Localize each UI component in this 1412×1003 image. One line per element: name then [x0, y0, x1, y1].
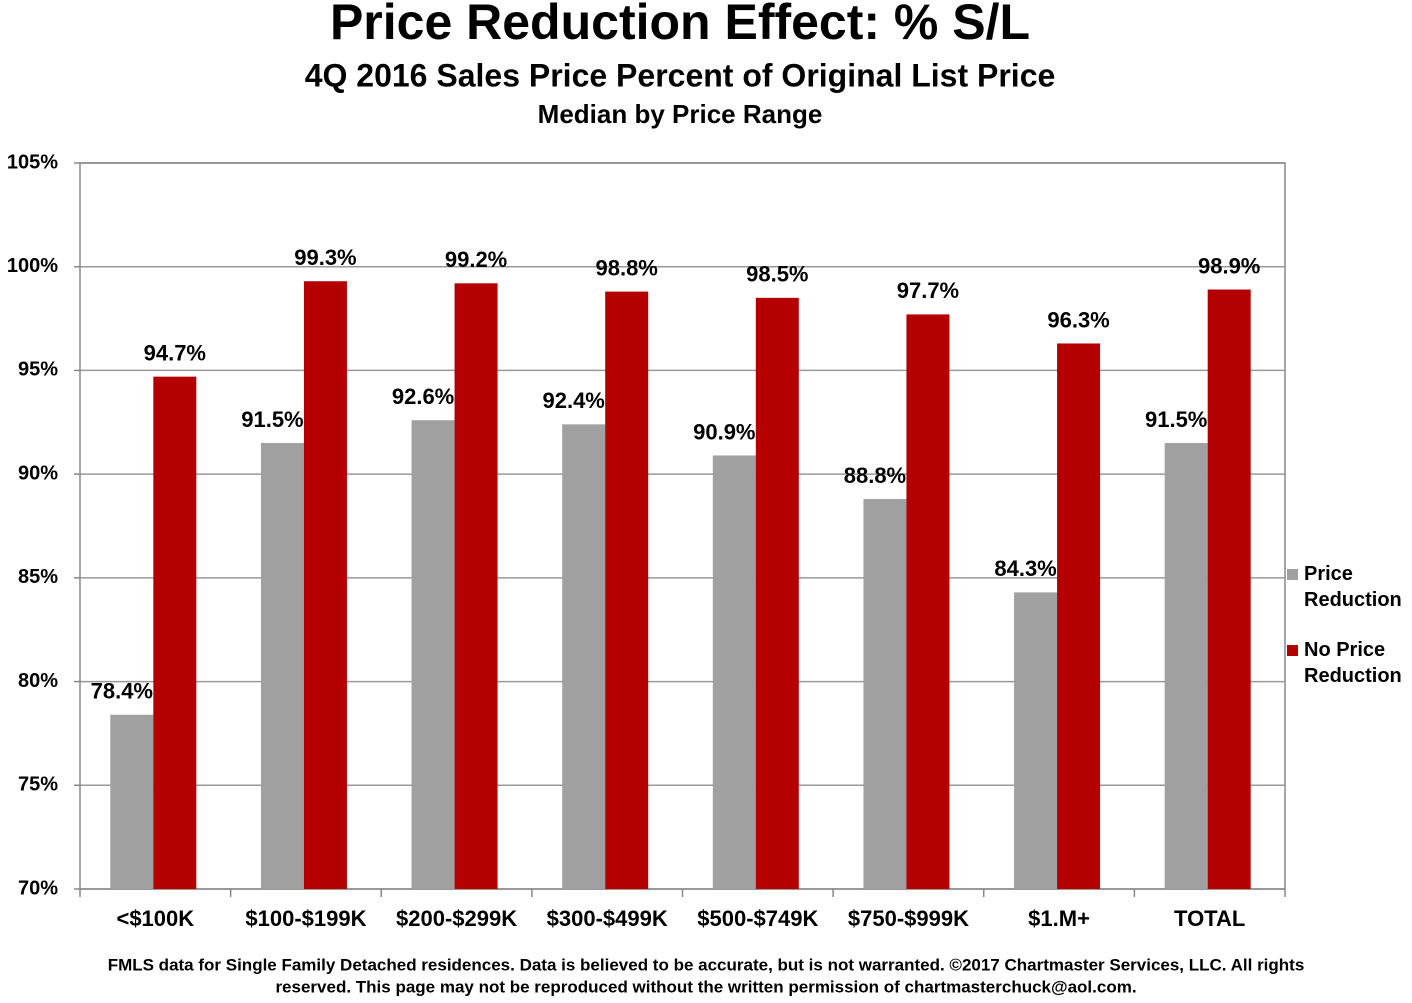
bar	[110, 714, 154, 889]
bar	[454, 283, 498, 889]
value-label: 78.4%	[91, 679, 153, 704]
legend-swatch	[1287, 645, 1298, 656]
y-tick-label: 80%	[18, 670, 58, 692]
y-tick-label: 85%	[18, 566, 58, 588]
bar	[712, 455, 756, 889]
bar	[562, 424, 606, 889]
value-label: 94.7%	[144, 340, 206, 365]
value-label: 99.2%	[445, 247, 507, 272]
value-label: 91.5%	[1145, 407, 1207, 432]
y-tick-label: 95%	[18, 359, 58, 381]
value-label: 99.3%	[294, 245, 356, 270]
value-label: 90.9%	[693, 419, 755, 444]
value-label: 98.5%	[746, 262, 808, 287]
bar	[1164, 443, 1208, 889]
footnote: FMLS data for Single Family Detached res…	[108, 955, 1305, 974]
bar	[605, 291, 649, 889]
bar	[260, 443, 304, 889]
bar	[1207, 289, 1251, 889]
bar	[906, 314, 950, 889]
value-label: 97.7%	[897, 278, 959, 303]
plot-frame	[79, 162, 1286, 890]
value-label: 84.3%	[994, 556, 1056, 581]
x-tick-label: TOTAL	[1174, 906, 1245, 931]
x-tick-label: $500-$749K	[697, 906, 818, 931]
x-tick-label: <$100K	[116, 906, 194, 931]
y-tick-label: 100%	[7, 255, 58, 277]
bar	[755, 297, 799, 889]
y-tick-label: 70%	[18, 877, 58, 899]
chart-title: Price Reduction Effect: % S/L	[330, 0, 1030, 50]
value-label: 92.4%	[542, 388, 604, 413]
bar	[1057, 343, 1101, 889]
x-tick-label: $1.M+	[1028, 906, 1090, 931]
x-tick-label: $300-$499K	[547, 906, 668, 931]
bar	[303, 281, 347, 890]
value-label: 98.8%	[595, 255, 657, 280]
chart-subtitle: 4Q 2016 Sales Price Percent of Original …	[305, 57, 1056, 93]
footnote: reserved. This page may not be reproduce…	[275, 977, 1136, 996]
x-tick-label: $200-$299K	[396, 906, 517, 931]
bar	[153, 376, 197, 889]
y-tick-label: 90%	[18, 462, 58, 484]
bar	[1014, 592, 1058, 889]
x-tick-label: $750-$999K	[848, 906, 969, 931]
chart-subtitle: Median by Price Range	[538, 99, 823, 129]
y-tick-label: 75%	[18, 774, 58, 796]
value-label: 98.9%	[1198, 253, 1260, 278]
y-tick-label: 105%	[7, 151, 58, 173]
bar	[411, 420, 455, 889]
legend-label: No Price Reduction	[1304, 639, 1402, 687]
legend-label: Price Reduction	[1304, 563, 1402, 611]
bar	[863, 499, 907, 889]
x-tick-label: $100-$199K	[245, 906, 366, 931]
legend-swatch	[1287, 569, 1298, 580]
value-label: 92.6%	[392, 384, 454, 409]
value-label: 96.3%	[1047, 307, 1109, 332]
value-label: 91.5%	[241, 407, 303, 432]
value-label: 88.8%	[844, 463, 906, 488]
